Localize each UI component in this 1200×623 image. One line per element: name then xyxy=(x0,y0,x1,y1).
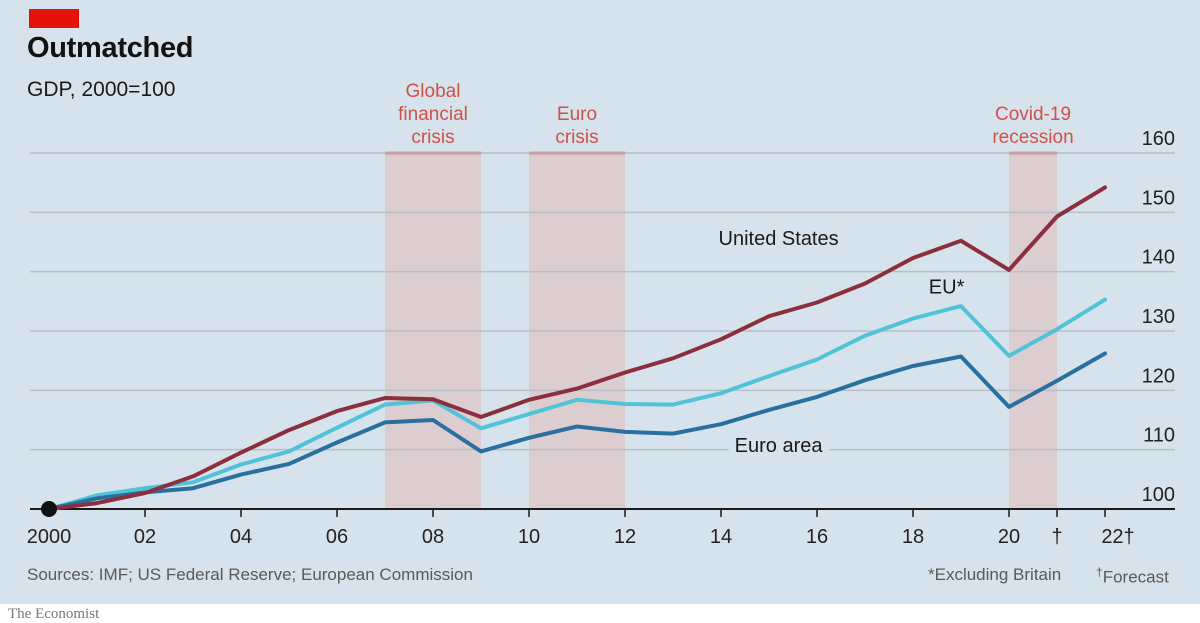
x-tick-label-2020: 20 xyxy=(998,526,1020,548)
chart-title: Outmatched xyxy=(27,32,194,64)
forecast-label: Forecast xyxy=(1102,567,1169,587)
footnote-forecast: †Forecast xyxy=(1096,565,1169,588)
chart-labels: United States EU* Euro area xyxy=(719,228,965,460)
x-tick-label-2022: 22† xyxy=(1101,526,1134,548)
y-tick-label-100: 100 xyxy=(1142,484,1175,506)
series-lines xyxy=(41,185,1107,517)
crisis-label-0-2: crisis xyxy=(411,127,454,148)
x-tick-label-2010: 10 xyxy=(518,526,540,548)
y-tick-label-150: 150 xyxy=(1142,187,1175,209)
series-label-united-states: United States xyxy=(719,228,839,250)
series-label-bg xyxy=(728,433,830,460)
x-axis: 2000 02 04 06 08 10 12 14 16 18 20 † 22† xyxy=(27,509,1135,548)
y-tick-label-140: 140 xyxy=(1142,247,1175,269)
crisis-label-2-1: recession xyxy=(992,127,1073,148)
x-tick-label-2018: 18 xyxy=(902,526,924,548)
y-tick-label-130: 130 xyxy=(1142,306,1175,328)
brand-wordmark: The Economist xyxy=(8,606,100,622)
x-tick-label-2006: 06 xyxy=(326,526,348,548)
crisis-label-1-1: crisis xyxy=(555,127,598,148)
chart-subtitle: GDP, 2000=100 xyxy=(27,78,176,101)
x-tick-label-2014: 14 xyxy=(710,526,732,548)
sources-note: Sources: IMF; US Federal Reserve; Europe… xyxy=(27,565,473,584)
series-line-united-states xyxy=(47,185,1107,511)
line-chart: GlobalfinancialcrisisEurocrisisCovid-19r… xyxy=(27,81,1175,548)
brand-accent-bar xyxy=(29,9,79,28)
x-tick-label-2021: † xyxy=(1051,526,1062,548)
y-tick-label-110: 110 xyxy=(1143,425,1175,447)
x-tick-label-2002: 02 xyxy=(134,526,156,548)
chart-card: Outmatched GDP, 2000=100 Global financial… xyxy=(0,0,1200,604)
x-tick-label-2008: 08 xyxy=(422,526,444,548)
x-tick-label-2000: 2000 xyxy=(27,526,72,548)
start-marker xyxy=(41,501,57,517)
x-tick-label-2004: 04 xyxy=(230,526,252,548)
series-line-euro-area xyxy=(47,351,1107,511)
crisis-label-0-1: financial xyxy=(398,104,468,125)
x-tick-label-2012: 12 xyxy=(614,526,636,548)
crisis-label-2-0: Covid-19 xyxy=(995,104,1071,125)
crisis-label-0-0: Global xyxy=(406,81,461,102)
series-line-eu- xyxy=(47,297,1107,511)
x-tick-label-2016: 16 xyxy=(806,526,828,548)
series-label-euro-area: Euro area xyxy=(735,435,824,457)
y-tick-label-120: 120 xyxy=(1142,365,1175,387)
dagger-mark: † xyxy=(1096,565,1103,579)
crisis-label-1-0: Euro xyxy=(557,104,597,125)
y-tick-label-160: 160 xyxy=(1142,128,1175,150)
series-label-eu-: EU* xyxy=(929,277,965,299)
footnote-excluding-britain: *Excluding Britain xyxy=(928,565,1062,584)
